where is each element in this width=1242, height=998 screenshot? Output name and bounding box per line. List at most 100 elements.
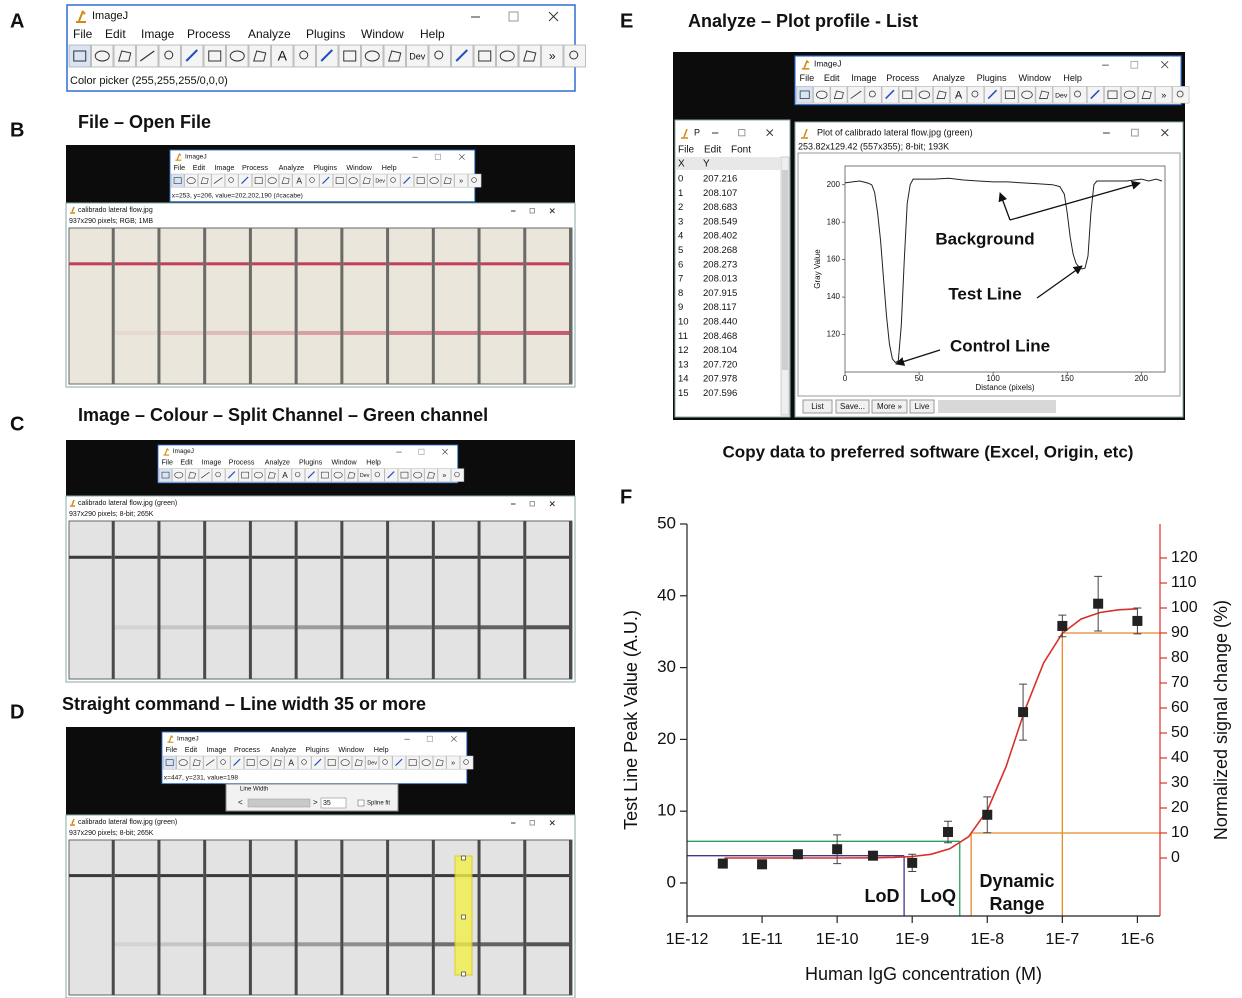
test-line [114, 942, 158, 947]
maximize-button [1131, 128, 1139, 137]
tool-icon [161, 471, 170, 479]
app-icon [167, 735, 174, 743]
app-icon [70, 206, 75, 214]
plot-button[interactable] [871, 399, 908, 414]
control-line [343, 262, 387, 266]
menu-item: File [162, 459, 173, 467]
tool-button [278, 173, 293, 188]
table-cell: 4 [678, 231, 683, 242]
menu-item: File [678, 145, 695, 156]
tool-icon [301, 759, 307, 765]
plot-button[interactable] [802, 399, 833, 414]
tool-button [365, 755, 379, 770]
x-axis-label: Human IgG concentration (M) [805, 964, 1042, 984]
tool-icon [799, 90, 810, 99]
app-icon [801, 60, 810, 70]
strip-gap [386, 840, 390, 995]
strip-image [68, 227, 573, 385]
tool-icon [314, 758, 322, 767]
menu-item: Analyze [933, 73, 965, 83]
table-cell: 208.402 [703, 231, 737, 242]
window-title: ImageJ [185, 153, 207, 160]
strip-gap [203, 840, 207, 995]
test-line [160, 625, 204, 630]
plot-button[interactable] [909, 399, 935, 414]
y2-tick-label: 70 [1171, 674, 1189, 691]
strip-image [68, 839, 573, 996]
tool-icon [347, 471, 356, 479]
tool-button [563, 44, 586, 68]
tool-icon [259, 759, 269, 766]
window-title: calibrado lateral flow.jpg (green) [78, 819, 177, 826]
control-line [114, 874, 158, 878]
tool-button [459, 755, 474, 770]
tool-icon [885, 89, 895, 100]
table-cell: 6 [678, 259, 683, 270]
tool-icon [435, 759, 444, 766]
tool-icon [246, 759, 255, 766]
tool-button [830, 86, 848, 104]
tool-icon [1176, 90, 1184, 98]
y-tick-label: 200 [827, 180, 841, 189]
strip-gap [294, 228, 298, 384]
control-line [297, 262, 341, 266]
tool-label: A [282, 471, 288, 480]
tool-icon [73, 50, 87, 62]
tool-icon [1074, 90, 1081, 98]
strip-gap [203, 521, 207, 679]
tool-icon [139, 50, 155, 62]
image-info: 937x290 pixels; RGB; 1MB [69, 218, 153, 225]
x-tick-label: 1E-12 [666, 931, 709, 948]
tool-icon [413, 471, 423, 479]
data-point [867, 850, 878, 861]
test-line [434, 330, 478, 335]
tool-button [293, 44, 316, 68]
y-tick-label: 160 [827, 255, 841, 264]
y2-tick-label: 0 [1171, 849, 1180, 866]
maximize-button [508, 11, 519, 22]
control-line [297, 874, 341, 878]
menu-item: Help [374, 745, 389, 754]
tool-button [373, 173, 387, 188]
menu-item: File [174, 163, 186, 172]
plot-button[interactable] [835, 399, 870, 414]
y-axis-label: Test Line Peak Value (A.U.) [621, 610, 641, 830]
strip-gap [157, 521, 161, 679]
window-title: ImageJ [814, 59, 841, 69]
tool-icon [987, 89, 998, 100]
x-tick-label: 0 [843, 374, 848, 383]
strip-gap [477, 840, 481, 995]
tool-icon [320, 49, 333, 62]
tool-icon [918, 90, 931, 99]
tool-label: » [442, 472, 446, 480]
y-tick-label: 10 [657, 801, 676, 820]
test-line [160, 330, 204, 335]
annotation-arrow [998, 192, 1011, 221]
panel-caption: Analyze – Plot profile - List [688, 11, 918, 31]
tool-icon [1004, 90, 1015, 99]
window-title: Plot of calibrado lateral flow.jpg (gree… [817, 127, 973, 137]
y2-tick-label: 30 [1171, 774, 1189, 791]
control-line [343, 555, 387, 559]
strip-gap [477, 521, 481, 679]
data-point [1018, 707, 1029, 718]
window-title: P [694, 127, 700, 137]
control-line [526, 874, 569, 878]
reference-label: LoQ [920, 886, 956, 906]
tool-button [473, 44, 496, 68]
tool-button [203, 44, 226, 68]
selection-handle [461, 971, 466, 977]
strip-gap [523, 521, 527, 679]
strip-gap [111, 840, 115, 995]
strip-gap [294, 840, 298, 995]
tool-icon [427, 471, 435, 479]
tool-label: » [451, 758, 455, 767]
menu-item: Analyze [265, 459, 290, 467]
table-cell: 9 [678, 302, 683, 313]
tool-icon [478, 50, 492, 62]
plot-button-label: List [811, 402, 824, 411]
table-cell: 208.468 [703, 331, 737, 342]
plot-annotation: Control Line [950, 336, 1050, 355]
control-line [389, 262, 432, 266]
